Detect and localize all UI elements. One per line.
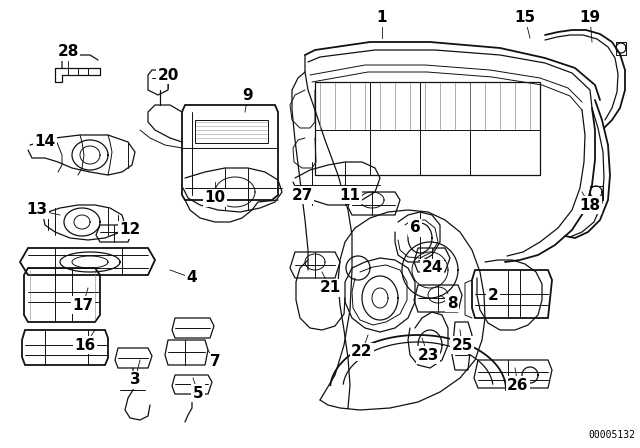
Text: 21: 21: [319, 280, 340, 296]
Text: 17: 17: [72, 297, 93, 313]
Text: 19: 19: [579, 10, 600, 26]
Text: 26: 26: [508, 378, 529, 392]
Text: 3: 3: [130, 372, 140, 388]
Text: 4: 4: [187, 271, 197, 285]
Text: 7: 7: [210, 354, 220, 370]
Text: 2: 2: [488, 288, 499, 302]
Text: 23: 23: [417, 348, 438, 362]
Text: 6: 6: [410, 220, 420, 236]
Text: 11: 11: [339, 188, 360, 202]
Text: 18: 18: [579, 198, 600, 212]
Text: 24: 24: [421, 260, 443, 276]
Text: 25: 25: [451, 337, 473, 353]
Text: 10: 10: [204, 190, 225, 206]
Text: 22: 22: [351, 345, 372, 359]
Text: 00005132: 00005132: [588, 430, 635, 440]
Text: 27: 27: [291, 188, 313, 202]
Text: 13: 13: [26, 202, 47, 217]
Text: 15: 15: [515, 10, 536, 26]
Text: 8: 8: [447, 296, 458, 310]
Text: 14: 14: [35, 134, 56, 150]
Text: 20: 20: [157, 68, 179, 82]
Text: 9: 9: [243, 87, 253, 103]
Text: 12: 12: [120, 223, 141, 237]
Text: 1: 1: [377, 10, 387, 26]
Text: 5: 5: [193, 385, 204, 401]
Text: 28: 28: [58, 44, 79, 60]
Text: 16: 16: [74, 337, 95, 353]
